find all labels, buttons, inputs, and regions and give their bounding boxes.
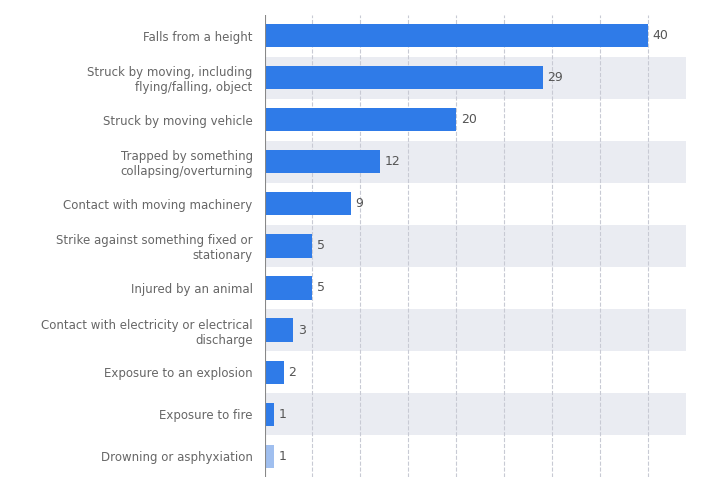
Bar: [265, 66, 543, 89]
Bar: [265, 192, 351, 215]
Bar: [265, 15, 686, 56]
Bar: [265, 435, 686, 477]
Bar: [265, 277, 312, 300]
Bar: [265, 141, 686, 183]
Bar: [265, 108, 456, 131]
Bar: [265, 393, 686, 435]
Text: 12: 12: [385, 155, 400, 169]
Bar: [265, 225, 686, 267]
Bar: [265, 360, 284, 384]
Bar: [265, 150, 380, 173]
Text: 1: 1: [279, 408, 287, 421]
Bar: [265, 24, 648, 47]
Bar: [265, 183, 686, 225]
Text: 1: 1: [279, 450, 287, 463]
Text: 3: 3: [298, 323, 306, 337]
Bar: [265, 445, 274, 468]
Text: 20: 20: [461, 113, 477, 126]
Text: 40: 40: [653, 29, 669, 42]
Bar: [265, 56, 686, 99]
Bar: [265, 318, 293, 341]
Text: 9: 9: [355, 197, 363, 210]
Text: 5: 5: [317, 281, 325, 295]
Text: 29: 29: [548, 71, 563, 84]
Text: 2: 2: [289, 366, 297, 378]
Text: 5: 5: [317, 240, 325, 252]
Bar: [265, 234, 312, 258]
Bar: [265, 351, 686, 393]
Bar: [265, 403, 274, 426]
Bar: [265, 267, 686, 309]
Bar: [265, 99, 686, 141]
Bar: [265, 309, 686, 351]
